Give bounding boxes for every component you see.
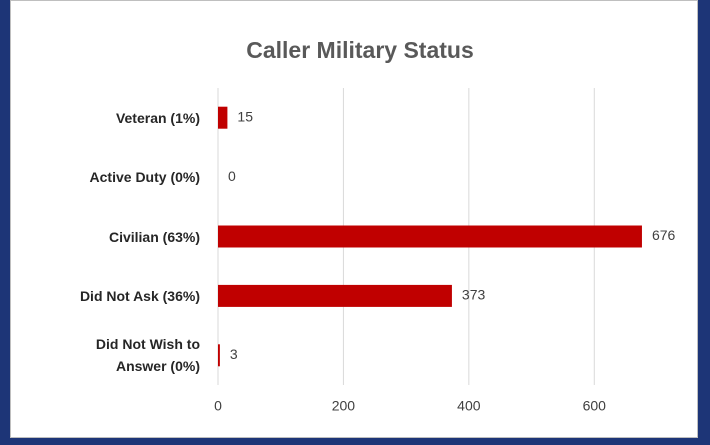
bar [218, 225, 642, 248]
y-tick-label: Active Duty (0%) [89, 169, 200, 186]
x-tick-label: 0 [214, 398, 222, 414]
value-label: 0 [228, 168, 236, 184]
y-tick-label: Did Not Ask (36%) [79, 287, 200, 304]
bar [218, 344, 220, 367]
y-tick-label: Civilian (63%) [108, 228, 200, 245]
value-label: 15 [237, 108, 253, 124]
x-tick-label: 400 [457, 398, 481, 414]
value-label: 676 [652, 227, 676, 243]
value-label: 373 [462, 287, 486, 303]
x-tick-label: 600 [583, 398, 607, 414]
value-label: 3 [230, 346, 238, 362]
x-tick-label: 200 [332, 398, 356, 414]
bar [218, 106, 228, 129]
chart-panel [10, 0, 698, 438]
bar [218, 284, 452, 307]
y-tick-label: Did Not Wish to Answer (0%) [95, 336, 200, 375]
chart-title: Caller Military Status [246, 37, 474, 63]
y-tick-label: Veteran (1%) [115, 109, 200, 126]
